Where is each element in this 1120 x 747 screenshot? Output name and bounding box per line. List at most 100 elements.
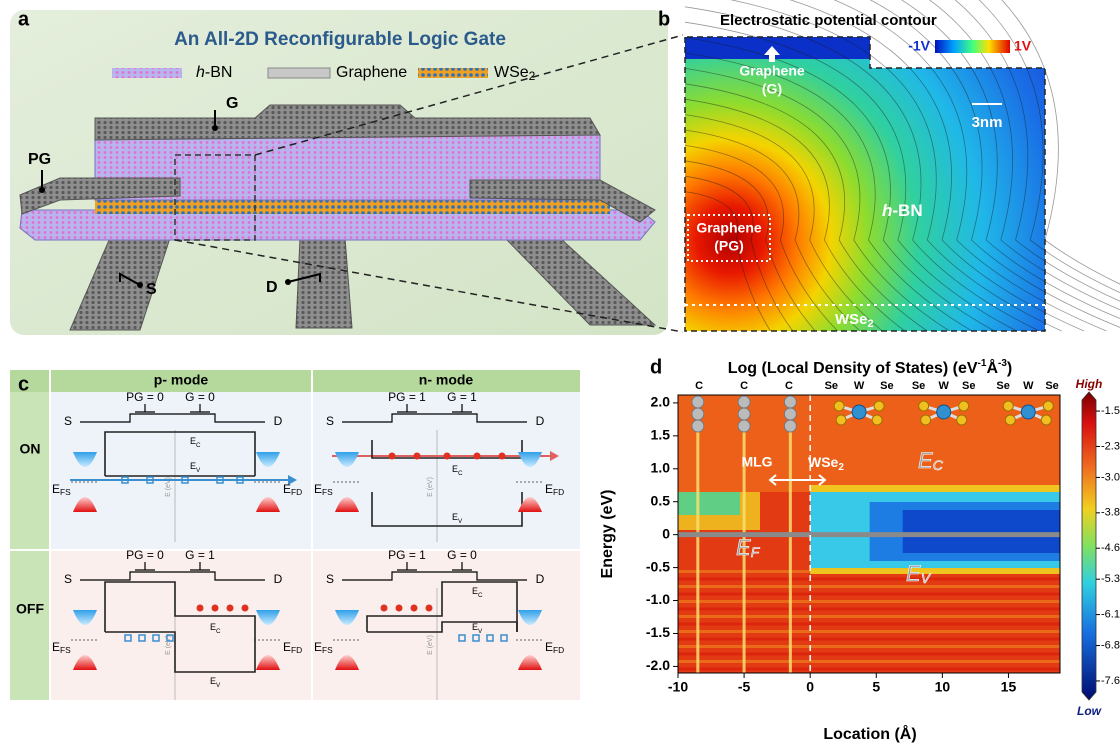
source-label: S — [64, 414, 72, 428]
electron — [242, 605, 249, 612]
figure: aAn All-2D Reconfigurable Logic Gateh-BN… — [0, 0, 1120, 747]
atom-label: C — [740, 380, 748, 392]
text-main: WSe — [494, 64, 529, 81]
heatmap-region — [678, 645, 1060, 648]
gate-label: Graphene — [739, 63, 805, 79]
text-main: E — [52, 640, 60, 654]
y-tick-label: -2.0 — [646, 657, 670, 673]
electron — [444, 453, 451, 460]
y-tick-label: 2.0 — [651, 394, 671, 410]
se-atom — [836, 415, 846, 425]
y-tick-label: -0.5 — [646, 558, 670, 574]
heatmap-region — [678, 630, 1060, 633]
gate-label: G = 0 — [447, 548, 477, 562]
carbon-atom — [738, 396, 750, 408]
panel-letter: b — [658, 8, 670, 30]
row-header: ON — [20, 441, 41, 457]
se-atom — [872, 415, 882, 425]
text-main: E — [545, 640, 553, 654]
heatmap-region — [903, 510, 1060, 553]
se-atom — [1005, 415, 1015, 425]
text-subscript: FS — [60, 487, 71, 497]
text-main: E — [736, 535, 751, 560]
colorbar-tick-label: -1.5 — [1101, 405, 1120, 417]
colorbar-tick-label: -7.6 — [1101, 675, 1120, 687]
source-label: S — [64, 572, 72, 586]
x-tick-label: -10 — [668, 679, 688, 695]
pg-label: Graphene — [696, 220, 762, 236]
x-axis-label: Location (Å) — [823, 724, 916, 743]
carbon-atom — [692, 408, 704, 420]
axis-label: E (eV) — [427, 477, 434, 497]
legend-swatch — [268, 68, 330, 78]
y-tick-label: 0 — [662, 525, 670, 541]
electron — [212, 605, 219, 612]
colorbar-label: High — [1076, 377, 1103, 391]
colorbar-tick-label: -6.8 — [1101, 639, 1120, 651]
text-subscript: C — [216, 628, 221, 635]
atom-label: W — [938, 380, 949, 392]
text-main: E — [906, 561, 921, 586]
se-atom — [874, 401, 884, 411]
y-tick-label: 0.5 — [651, 492, 671, 508]
w-atom — [852, 405, 866, 419]
se-atom — [1043, 401, 1053, 411]
colorbar-label: -1V — [908, 38, 930, 54]
carbon-atom — [738, 408, 750, 420]
text-italic: h — [196, 64, 205, 81]
text-subscript: C — [458, 470, 463, 477]
panel-a — [10, 10, 683, 335]
text-main: WSe — [835, 311, 868, 328]
panel-title: An All-2D Reconfigurable Logic Gate — [174, 29, 506, 50]
drain-label: D — [274, 414, 283, 428]
w-atom — [937, 405, 951, 419]
se-atom — [921, 415, 931, 425]
title-text: ) — [1007, 360, 1012, 377]
column-header: n- mode — [419, 372, 474, 388]
carbon-atom — [692, 396, 704, 408]
hbn-bottom — [20, 210, 655, 240]
text-subscript: C — [933, 457, 944, 473]
gate-label: (G) — [762, 81, 782, 97]
text-subscript: FD — [291, 487, 302, 497]
y-axis-label: Energy (eV) — [599, 490, 616, 579]
drain-label: D — [536, 572, 545, 586]
y-tick-label: -1.5 — [646, 624, 670, 640]
carbon-atom — [784, 420, 796, 432]
heatmap-region — [678, 653, 1060, 656]
heatmap-region — [678, 593, 1060, 596]
colorbar-tick-label: -4.6 — [1101, 542, 1120, 554]
w-atom — [1021, 405, 1035, 419]
axis-label: E (eV) — [165, 635, 172, 655]
header-row — [10, 370, 580, 392]
region-label: MLG — [741, 454, 772, 470]
column-header: p- mode — [154, 372, 209, 388]
title-text: Å — [986, 358, 998, 377]
gate-label: PG = 0 — [126, 548, 164, 562]
source-label: S — [326, 414, 334, 428]
text-subscript: FS — [322, 487, 333, 497]
atom-label: C — [785, 380, 793, 392]
se-atom — [1003, 401, 1013, 411]
text-main: E — [545, 482, 553, 496]
panel-b — [685, 0, 1120, 331]
text-main: E — [283, 482, 291, 496]
pointer-dot — [285, 279, 291, 285]
pointer-dot — [39, 187, 45, 193]
heatmap-region — [678, 615, 1060, 618]
colorbar-label: Low — [1077, 704, 1102, 718]
row-header — [10, 392, 50, 700]
atom-label: Se — [880, 380, 893, 392]
electron — [396, 605, 403, 612]
legend-label: h-BN — [196, 64, 232, 81]
y-tick-label: 1.5 — [651, 427, 671, 443]
text-subscript: FS — [60, 645, 71, 655]
chart-title: Log (Local Density of States) (eV-1Å-3) — [728, 358, 1013, 378]
atom-label: W — [854, 380, 865, 392]
label: PG — [28, 151, 51, 168]
text-main: -BN — [205, 64, 233, 81]
gate-label: PG = 0 — [126, 390, 164, 404]
text-main: E — [52, 482, 60, 496]
text-main: -BN — [892, 201, 922, 220]
heatmap-region — [678, 585, 1060, 588]
